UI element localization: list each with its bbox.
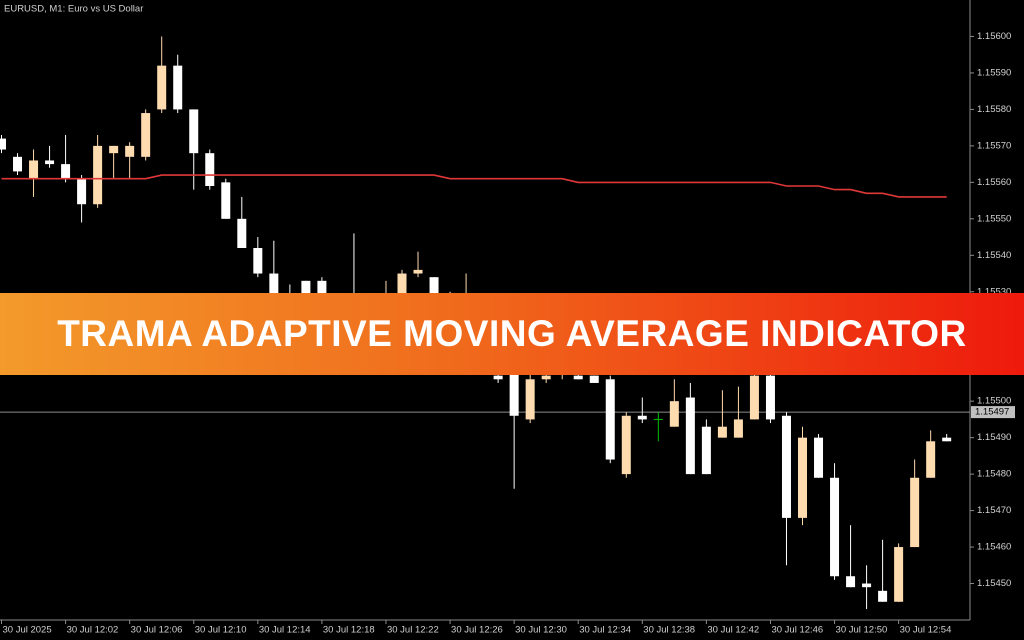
y-tick-label: 1.15450 — [977, 578, 1011, 589]
y-tick-label: 1.15580 — [977, 104, 1011, 115]
candle-body — [525, 379, 535, 420]
candle-body — [205, 153, 215, 186]
candle-body — [717, 426, 727, 438]
candle-body — [942, 437, 952, 442]
candle-body — [589, 375, 599, 383]
x-tick-label: 30 Jul 12:54 — [900, 625, 952, 636]
y-tick-label: 1.15540 — [977, 250, 1011, 261]
candle-body — [0, 138, 6, 150]
candle-body — [77, 178, 87, 205]
candle-body — [862, 583, 872, 588]
candle-body — [685, 397, 695, 475]
price-label-box — [971, 406, 1015, 419]
price-label: 1.15497 — [975, 407, 1009, 418]
x-tick-label: 30 Jul 12:14 — [259, 625, 311, 636]
x-tick-label: 30 Jul 12:06 — [131, 625, 183, 636]
y-tick-label: 1.15600 — [977, 31, 1011, 42]
candle-body — [541, 375, 551, 380]
y-tick-label: 1.15560 — [977, 177, 1011, 188]
candle-body — [926, 441, 936, 478]
candle-body — [781, 415, 791, 518]
candle-body — [141, 113, 151, 157]
y-tick-label: 1.15480 — [977, 469, 1011, 480]
candle-body — [573, 375, 583, 380]
candle-body — [830, 477, 840, 577]
x-tick-label: 30 Jul 12:42 — [707, 625, 759, 636]
banner: TRAMA ADAPTIVE MOVING AVERAGE INDICATOR — [0, 293, 1024, 375]
candle-body — [749, 375, 759, 420]
chart-title: EURUSD, M1: Euro vs US Dollar — [4, 4, 143, 15]
candle-body — [798, 437, 807, 518]
candle-body — [846, 576, 856, 588]
candle-body — [157, 65, 167, 110]
candle-body — [29, 160, 39, 179]
x-tick-label: 30 Jul 12:10 — [195, 625, 247, 636]
x-tick-label: 30 Jul 12:18 — [323, 625, 375, 636]
candle-body — [237, 218, 247, 248]
candle-body — [173, 65, 183, 110]
candle-body — [13, 156, 23, 172]
candle-body — [189, 109, 199, 154]
candle-body — [253, 248, 263, 274]
candle-body — [301, 280, 311, 300]
candle-body — [894, 547, 904, 602]
candle-body — [509, 361, 519, 416]
y-tick-label: 1.15470 — [977, 505, 1011, 516]
x-tick-label: 30 Jul 12:46 — [771, 625, 823, 636]
candle-body — [221, 182, 231, 219]
ma-line — [1, 174, 947, 198]
candle-body — [109, 145, 119, 154]
candle-body — [493, 375, 503, 380]
x-tick-label: 30 Jul 12:26 — [451, 625, 503, 636]
y-tick-label: 1.15460 — [977, 542, 1011, 553]
candle-body — [45, 160, 55, 165]
y-tick-label: 1.15500 — [977, 396, 1011, 407]
candle-body — [733, 419, 743, 438]
candle-body — [878, 590, 888, 602]
x-tick-label: 30 Jul 12:30 — [515, 625, 567, 636]
x-tick-label: 30 Jul 12:34 — [579, 625, 631, 636]
candle-body — [397, 273, 407, 300]
candle-body — [765, 375, 775, 420]
banner-text: TRAMA ADAPTIVE MOVING AVERAGE INDICATOR — [57, 313, 967, 354]
candle-body — [701, 426, 711, 475]
x-tick-label: 30 Jul 12:22 — [387, 625, 439, 636]
candle-body — [669, 401, 679, 427]
x-tick-label: 30 Jul 12:02 — [67, 625, 119, 636]
candle-body — [125, 145, 135, 157]
x-tick-label: 30 Jul 2025 — [3, 625, 52, 636]
candle-body — [413, 269, 423, 274]
y-tick-label: 1.15590 — [977, 67, 1011, 78]
candle-body — [605, 379, 615, 460]
y-tick-label: 1.15550 — [977, 213, 1011, 224]
candle-body — [637, 415, 647, 420]
y-tick-label: 1.15530 — [977, 286, 1011, 297]
candle-body — [814, 437, 824, 478]
candle-body — [269, 273, 279, 296]
candle-body — [61, 164, 71, 179]
candle-body — [621, 415, 631, 475]
x-tick-label: 30 Jul 12:50 — [836, 625, 888, 636]
y-tick-label: 1.15490 — [977, 432, 1011, 443]
candle-body — [93, 145, 103, 205]
x-tick-label: 30 Jul 12:38 — [643, 625, 695, 636]
y-tick-label: 1.15570 — [977, 140, 1011, 151]
candle-body — [910, 477, 920, 548]
